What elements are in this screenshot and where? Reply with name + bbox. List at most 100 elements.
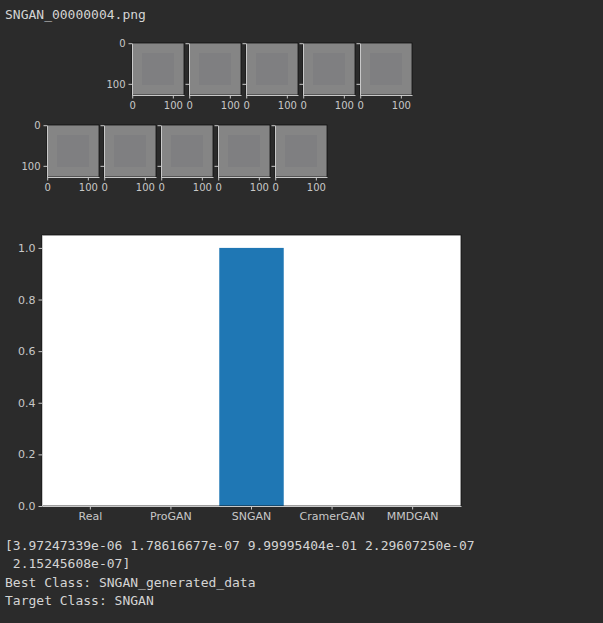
image xyxy=(161,125,213,177)
axis-line xyxy=(246,44,247,96)
axis-line xyxy=(303,44,304,96)
tick-mark xyxy=(215,125,219,126)
tick-mark xyxy=(218,177,219,181)
tick: 0 xyxy=(301,95,307,111)
notebook-output: SNGAN_00000004.png0100010001000100010001… xyxy=(0,0,603,623)
tick-label: 0.0 xyxy=(18,500,36,513)
output-line: Best Class: SNGAN_generated_data xyxy=(5,575,255,590)
output-line: Target Class: SNGAN xyxy=(5,593,154,608)
tick xyxy=(272,125,276,126)
image-frame xyxy=(360,43,412,95)
tick: 0 xyxy=(216,177,222,193)
tick-mark xyxy=(272,125,276,126)
tick-label: 0 xyxy=(273,182,279,193)
image-texture xyxy=(285,135,317,167)
tick: 100 xyxy=(307,177,326,193)
tick-mark xyxy=(161,177,162,181)
axis-line xyxy=(105,177,157,178)
y-axis xyxy=(243,44,247,96)
tick-mark xyxy=(243,43,247,44)
tick-mark xyxy=(230,95,231,99)
tick xyxy=(243,43,247,44)
tick: 100 xyxy=(392,95,411,111)
image xyxy=(246,43,298,95)
tick: SNGAN xyxy=(232,506,272,523)
x-axis: 0 100 xyxy=(273,177,328,193)
axis-line xyxy=(275,126,276,178)
tick-mark xyxy=(44,125,48,126)
tick: 0 xyxy=(34,120,47,131)
tick-mark xyxy=(189,95,190,99)
image-texture xyxy=(199,53,231,85)
bars xyxy=(58,248,445,506)
axis-line xyxy=(276,177,328,178)
axis-line xyxy=(189,44,190,96)
image-texture xyxy=(171,135,203,167)
x-axis: 0100 xyxy=(159,177,214,193)
image xyxy=(303,43,355,95)
tick-mark xyxy=(360,95,361,99)
plot-background xyxy=(42,235,461,506)
y-axis xyxy=(272,126,276,178)
tick xyxy=(215,166,219,167)
image xyxy=(132,43,184,95)
tick-mark xyxy=(287,95,288,99)
axis-line xyxy=(104,126,105,178)
thumbnail: 01000100 xyxy=(106,38,184,111)
tick-mark xyxy=(300,84,304,85)
thumbnail: 0100 xyxy=(215,125,271,193)
tick: 1.0 xyxy=(18,242,42,255)
tick-mark xyxy=(104,177,105,181)
tick-mark xyxy=(44,166,48,167)
bar-chart: 0.00.20.40.60.81.0RealProGANSNGANCramerG… xyxy=(18,235,462,523)
image xyxy=(275,125,327,177)
image-frame xyxy=(189,43,241,95)
tick-mark xyxy=(39,403,43,404)
tick-mark xyxy=(39,454,43,455)
tick: 0.4 xyxy=(18,397,42,410)
tick-mark xyxy=(251,506,252,510)
axis-line xyxy=(48,177,100,178)
tick: 0 xyxy=(244,95,250,111)
tick xyxy=(357,43,361,44)
tick-mark xyxy=(303,95,304,99)
thumbnail: 0100 xyxy=(101,125,157,193)
image-frame xyxy=(161,125,213,177)
tick: 100 xyxy=(193,177,212,193)
tick-mark xyxy=(129,84,133,85)
tick: 0.2 xyxy=(18,448,42,461)
tick: 100 xyxy=(106,79,132,90)
axis-line xyxy=(162,177,214,178)
tick: 0 xyxy=(102,177,108,193)
image-frame xyxy=(218,125,270,177)
x-axis: 0100 xyxy=(45,177,100,193)
tick-mark xyxy=(357,43,361,44)
tick-label: 0.6 xyxy=(18,345,36,358)
tick-mark xyxy=(202,177,203,181)
y-axis: 0100 xyxy=(106,38,132,96)
tick-label: 100 xyxy=(21,161,40,172)
thumbnail: 0100 xyxy=(357,43,413,111)
plot-frame xyxy=(42,235,461,506)
tick-label: 0.2 xyxy=(18,448,36,461)
tick-label: 100 xyxy=(335,100,354,111)
axis-line xyxy=(133,95,185,96)
y-axis xyxy=(357,44,361,96)
tick xyxy=(300,43,304,44)
tick-label: 0.4 xyxy=(18,397,36,410)
image-texture xyxy=(370,53,402,85)
tick-mark xyxy=(39,351,43,352)
tick xyxy=(158,125,162,126)
tick-mark xyxy=(412,506,413,510)
tick-label: CramerGAN xyxy=(299,510,364,523)
tick xyxy=(243,84,247,85)
output-line: 2.15245608e-07] xyxy=(5,556,130,571)
tick-label: 0 xyxy=(216,182,222,193)
tick: Real xyxy=(78,506,102,523)
tick: 100 xyxy=(164,95,183,111)
tick-label: 100 xyxy=(164,100,183,111)
tick xyxy=(215,125,219,126)
tick: 0 xyxy=(130,95,136,111)
tick-label: 0 xyxy=(130,100,136,111)
tick: ProGAN xyxy=(150,506,192,523)
